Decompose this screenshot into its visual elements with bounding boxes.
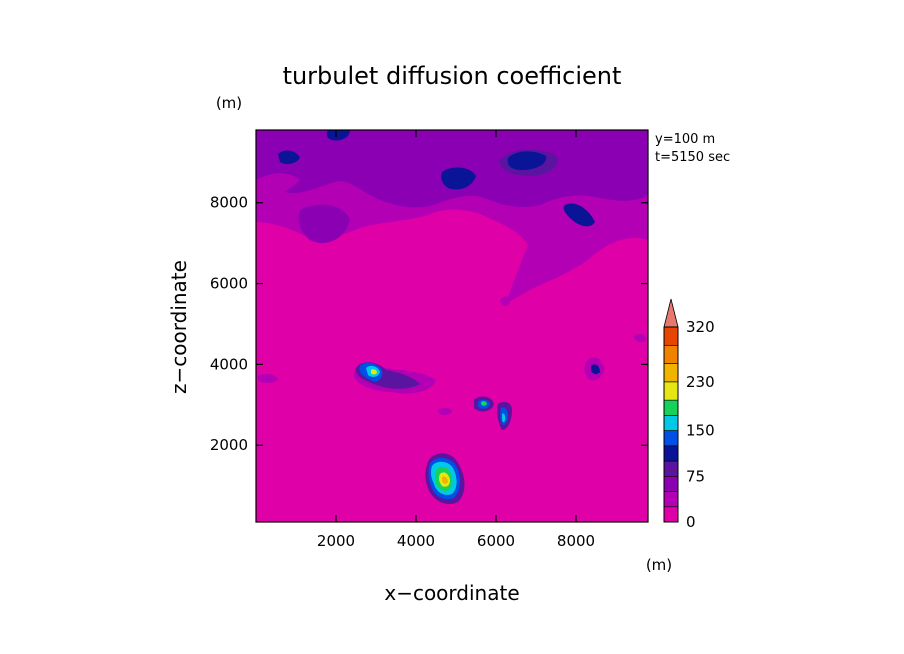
chart-title: turbulet diffusion coefficient	[283, 62, 622, 90]
upper-patch	[256, 173, 300, 197]
edge-patch	[258, 373, 278, 383]
colorbar-segment	[663, 491, 679, 508]
y-axis: 2000 4000 6000 8000	[210, 194, 648, 454]
blob-a-peak	[371, 369, 377, 375]
blob-d-peak	[502, 413, 506, 423]
upper-blob	[563, 203, 595, 227]
colorbar-tick-label: 230	[686, 373, 715, 391]
colorbar-overflow-triangle	[663, 298, 679, 328]
thin-patch	[500, 296, 510, 307]
colorbar-tick-label: 320	[686, 318, 715, 336]
colorbar-tick-label: 75	[686, 467, 705, 485]
x-tick-label: 4000	[397, 532, 435, 550]
x-axis: 2000 4000 6000 8000	[317, 130, 595, 550]
colorbar-segment	[663, 363, 679, 383]
colorbar-tick-label: 0	[686, 513, 696, 531]
annotation-y: y=100 m	[655, 132, 715, 147]
colorbar-segment	[663, 415, 679, 431]
x-tick-label: 2000	[317, 532, 355, 550]
x-axis-label: x−coordinate	[384, 581, 519, 605]
colorbar: 0 75 150 230 320	[663, 298, 715, 531]
colorbar-segment	[663, 344, 679, 364]
y-tick-label: 2000	[210, 436, 248, 454]
upper-blob	[441, 167, 476, 190]
upper-patch	[298, 204, 350, 244]
colorbar-segment	[663, 506, 679, 523]
y-unit-label: (m)	[216, 94, 242, 112]
edge-patch	[634, 333, 646, 343]
colorbar-frame	[663, 326, 679, 523]
blob-e-inner	[591, 364, 600, 375]
colorbar-segment	[663, 475, 679, 492]
colorbar-segment	[663, 430, 679, 447]
x-unit-label: (m)	[646, 556, 672, 574]
y-axis-label: z−coordinate	[167, 260, 191, 394]
contour-field	[256, 130, 648, 522]
colorbar-segment	[663, 399, 679, 416]
y-tick-label: 4000	[210, 355, 248, 373]
blob-c-peak	[481, 401, 487, 406]
upper-blob	[278, 150, 300, 165]
colorbar-tick-label: 150	[686, 422, 715, 440]
y-tick-label: 8000	[210, 194, 248, 212]
annotation-t: t=5150 sec	[655, 150, 730, 165]
plot-frame	[255, 129, 649, 523]
colorbar-segment	[663, 445, 679, 462]
blob-b-peak	[442, 476, 448, 484]
x-tick-label: 8000	[557, 532, 595, 550]
upper-blob	[326, 130, 350, 141]
y-tick-label: 6000	[210, 275, 248, 293]
small-patch	[438, 407, 452, 415]
colorbar-segment	[663, 326, 679, 346]
colorbar-segment	[663, 460, 679, 477]
upper-blob-core	[507, 151, 547, 170]
colorbar-segment	[663, 381, 679, 401]
x-tick-label: 6000	[477, 532, 515, 550]
